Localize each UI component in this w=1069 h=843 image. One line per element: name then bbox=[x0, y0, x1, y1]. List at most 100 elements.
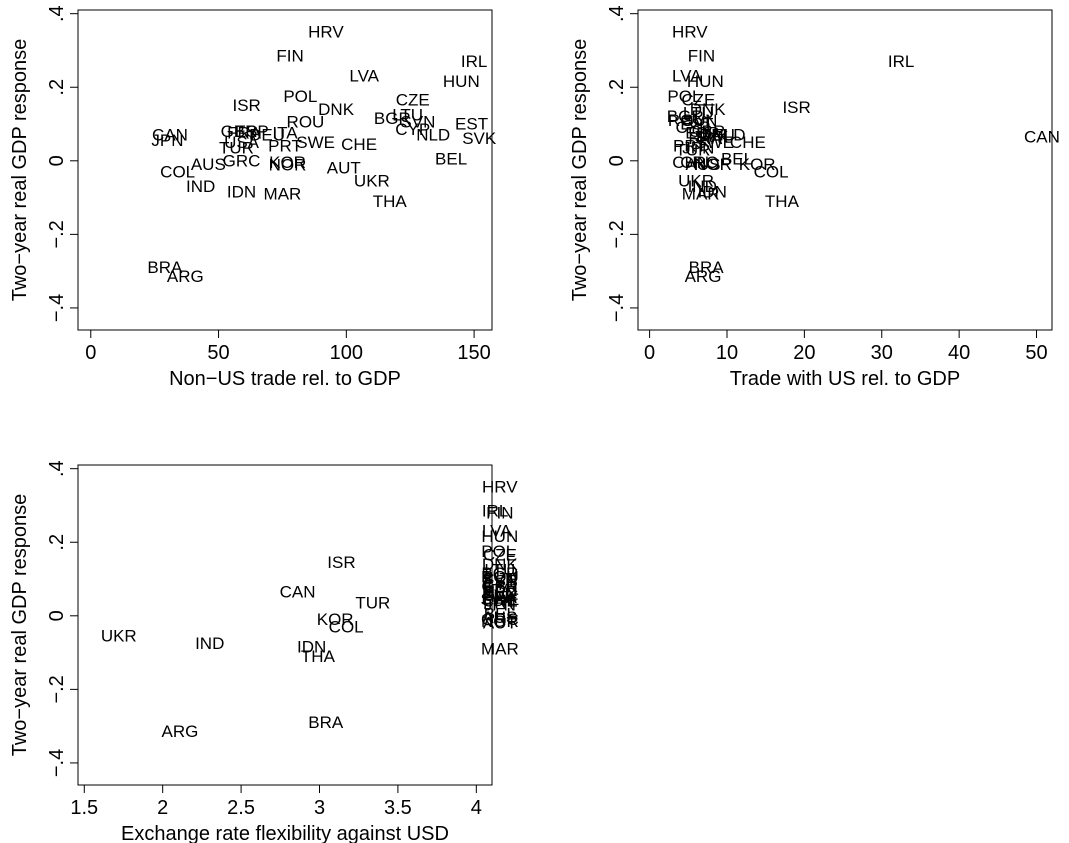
y-tick-label: −.4 bbox=[606, 294, 628, 322]
point-label-dnk: DNK bbox=[318, 100, 355, 119]
point-label-est: EST bbox=[680, 115, 713, 134]
x-tick-label: 3.5 bbox=[384, 797, 412, 819]
y-tick-label: −.4 bbox=[46, 294, 68, 322]
point-label-tha: THA bbox=[765, 192, 800, 211]
point-label-can: CAN bbox=[280, 582, 316, 601]
point-label-tha: THA bbox=[301, 647, 336, 666]
point-label-nor: NOR bbox=[481, 612, 519, 631]
x-tick-label: 30 bbox=[871, 342, 893, 364]
point-label-svn: SVN bbox=[482, 570, 517, 589]
x-tick-label: 20 bbox=[793, 342, 815, 364]
y-tick-label: 0 bbox=[46, 155, 68, 166]
point-label-cyp: CYP bbox=[395, 120, 430, 139]
x-axis-title: Exchange rate flexibility against USD bbox=[121, 823, 449, 843]
point-label-ita: ITA bbox=[487, 581, 513, 600]
point-label-bra: BRA bbox=[689, 258, 725, 277]
y-tick-label: −.2 bbox=[46, 675, 68, 703]
x-tick-label: 1.5 bbox=[70, 797, 98, 819]
plot-frame bbox=[77, 9, 493, 331]
point-label-aus: AUS bbox=[686, 155, 721, 174]
point-label-svn: SVN bbox=[682, 111, 717, 130]
point-label-che: CHE bbox=[341, 135, 377, 154]
point-label-irl: IRL bbox=[482, 501, 508, 520]
x-axis-title: Non−US trade rel. to GDP bbox=[169, 368, 401, 390]
y-tick-label: .2 bbox=[46, 534, 68, 551]
point-label-tur: TUR bbox=[219, 138, 254, 157]
point-label-ltu: LTU bbox=[392, 105, 423, 124]
point-label-svk: SVK bbox=[462, 129, 497, 148]
point-label-cze: CZE bbox=[681, 91, 715, 110]
point-label-rou: ROU bbox=[481, 568, 519, 587]
point-label-pol: POL bbox=[667, 87, 701, 106]
point-label-can: CAN bbox=[1024, 127, 1060, 146]
point-label-fra: FRA bbox=[227, 124, 262, 143]
y-tick-label: −.2 bbox=[46, 220, 68, 248]
x-tick-label: 0 bbox=[85, 342, 96, 364]
point-label-cze: CZE bbox=[483, 546, 517, 565]
point-label-rou: ROU bbox=[668, 111, 706, 130]
point-label-aus: AUS bbox=[482, 608, 517, 627]
point-label-bel: BEL bbox=[721, 149, 753, 168]
x-tick-label: 2.5 bbox=[227, 797, 255, 819]
point-label-cyp: CYP bbox=[675, 118, 710, 137]
y-tick-label: −.4 bbox=[46, 749, 68, 777]
point-label-nor: NOR bbox=[694, 155, 732, 174]
point-label-svk: SVK bbox=[483, 586, 518, 605]
point-label-esp: ESP bbox=[685, 124, 719, 143]
point-label-hun: HUN bbox=[687, 72, 724, 91]
y-tick-label: 0 bbox=[606, 155, 628, 166]
y-tick-label: .2 bbox=[606, 79, 628, 96]
point-label-ukr: UKR bbox=[678, 172, 714, 191]
point-label-tha: THA bbox=[373, 192, 408, 211]
point-label-fra: FRA bbox=[483, 588, 518, 607]
point-label-isr: ISR bbox=[327, 553, 355, 572]
point-label-bel: BEL bbox=[435, 149, 467, 168]
point-label-est: EST bbox=[483, 571, 516, 590]
point-label-swe: SWE bbox=[296, 133, 335, 152]
point-label-prt: PRT bbox=[268, 137, 302, 156]
point-label-kor: KOR bbox=[269, 153, 306, 172]
y-tick-label: 0 bbox=[46, 610, 68, 621]
chart-panel-us-trade: 0 10 20 30 40 50 −.4 −.2 0 .2 .4 Trade with US rel.… bbox=[569, 5, 1060, 390]
point-label-deu: DEU bbox=[482, 582, 518, 601]
point-label-kor: KOR bbox=[317, 610, 354, 629]
point-label-aut: AUT bbox=[483, 614, 517, 633]
point-label-kor: KOR bbox=[739, 155, 776, 174]
point-label-ukr: UKR bbox=[354, 172, 390, 191]
x-tick-label: 4 bbox=[471, 797, 482, 819]
point-label-dnk: DNK bbox=[690, 100, 727, 119]
point-label-chn: CHN bbox=[672, 153, 709, 172]
chart-panel-non-us-trade: 0 50 100 150 −.4 −.2 0 .2 .4 Non−US trade rel. to… bbox=[9, 5, 497, 390]
x-tick-label: 50 bbox=[1025, 342, 1047, 364]
point-label-isr: ISR bbox=[782, 98, 810, 117]
plot-frame bbox=[77, 464, 493, 786]
point-label-idn: IDN bbox=[698, 183, 727, 202]
point-label-ita: ITA bbox=[696, 126, 722, 145]
point-label-swe: SWE bbox=[480, 590, 519, 609]
point-label-fin: FIN bbox=[688, 46, 715, 65]
point-label-ind: IND bbox=[195, 634, 224, 653]
point-label-fin: FIN bbox=[486, 503, 513, 522]
y-tick-label: −.2 bbox=[606, 220, 628, 248]
point-label-hrv: HRV bbox=[482, 478, 518, 497]
point-label-mar: MAR bbox=[481, 639, 519, 658]
point-label-idn: IDN bbox=[227, 183, 256, 202]
point-label-deu: DEU bbox=[249, 126, 285, 145]
x-axis-title: Trade with US rel. to GDP bbox=[730, 368, 960, 390]
point-label-cyp: CYP bbox=[482, 575, 517, 594]
point-label-ukr: UKR bbox=[101, 627, 137, 646]
point-label-gbr: GBR bbox=[221, 122, 258, 141]
point-label-hrv: HRV bbox=[672, 23, 708, 42]
point-label-lva: LVA bbox=[349, 67, 379, 86]
x-tick-label: 40 bbox=[948, 342, 970, 364]
point-label-deu: DEU bbox=[699, 126, 735, 145]
point-label-swe: SWE bbox=[695, 133, 734, 152]
point-label-jpn: JPN bbox=[682, 138, 714, 157]
point-label-arg: ARG bbox=[162, 722, 199, 741]
point-label-ind: IND bbox=[688, 177, 717, 196]
point-label-cze: CZE bbox=[396, 91, 430, 110]
point-label-fin: FIN bbox=[276, 46, 303, 65]
point-label-prt: PRT bbox=[483, 593, 517, 612]
point-label-che: CHE bbox=[482, 592, 518, 611]
point-label-arg: ARG bbox=[685, 267, 722, 286]
